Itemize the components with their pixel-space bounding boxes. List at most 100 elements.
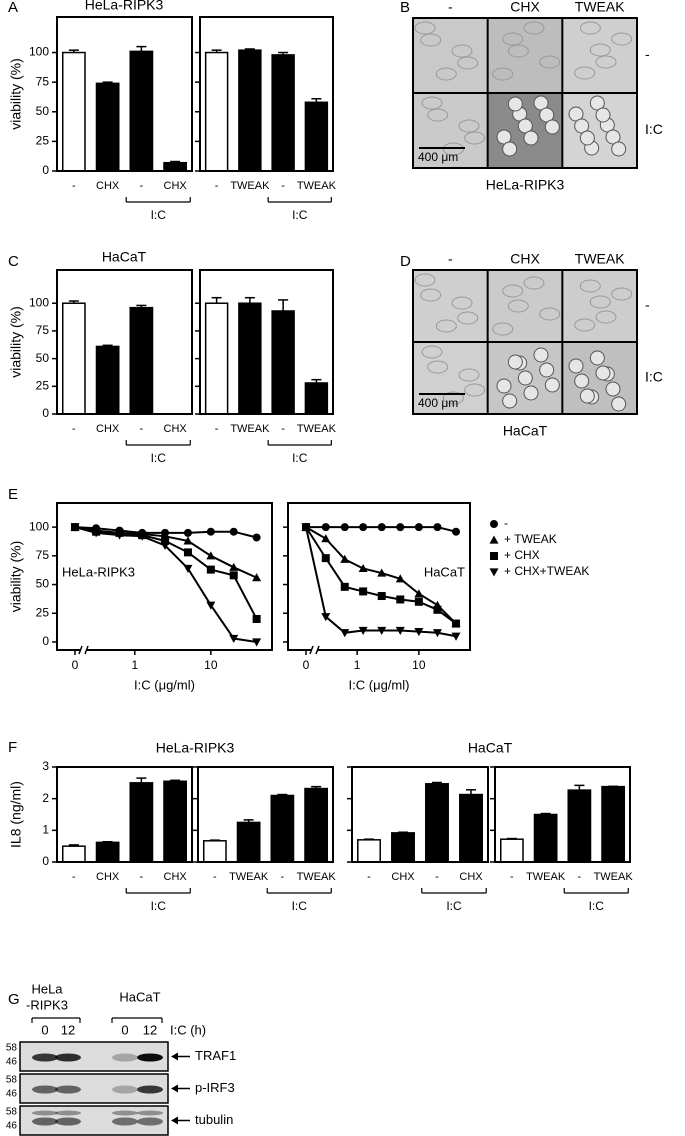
cell — [507, 96, 523, 112]
panel-letter: B — [400, 0, 410, 16]
plot-frame — [199, 269, 334, 415]
group-label: I:C — [151, 899, 167, 913]
scale-bar-label: 400 μm — [418, 150, 458, 164]
marker — [252, 533, 261, 542]
cell — [605, 381, 621, 397]
cell — [435, 319, 457, 333]
x-tick-label: - — [72, 423, 76, 435]
group-label: I:C — [589, 899, 605, 913]
cell — [492, 322, 514, 336]
marker — [358, 563, 368, 573]
panel-letter: D — [400, 253, 411, 270]
cell — [496, 129, 512, 145]
lane-label: 0 — [41, 1022, 48, 1037]
axis-break — [309, 645, 314, 655]
cell — [496, 378, 512, 394]
y-tick-label: 75 — [36, 548, 50, 562]
bar — [533, 813, 558, 863]
plot-frame — [56, 502, 273, 651]
cell — [464, 131, 486, 145]
blot-band — [32, 1053, 58, 1062]
legend-label: + CHX — [504, 548, 540, 562]
marker — [395, 626, 405, 635]
bar — [238, 302, 262, 415]
legend-label: - — [504, 516, 508, 530]
column-label: - — [448, 251, 453, 267]
y-tick-label: 75 — [36, 74, 50, 88]
x-tick-label: CHX — [459, 871, 483, 883]
cell — [507, 299, 529, 313]
bar — [304, 382, 329, 415]
legend-label: + TWEAK — [504, 532, 557, 546]
row-label: - — [645, 46, 650, 62]
cell — [492, 67, 514, 81]
marker — [432, 629, 442, 638]
bar — [129, 782, 154, 863]
x-tick-label: CHX — [96, 423, 120, 435]
x-tick-label: CHX — [164, 423, 188, 435]
plot-frame — [351, 766, 489, 863]
cell — [533, 347, 549, 363]
bar — [95, 841, 120, 863]
x-tick-label: 10 — [204, 658, 218, 672]
x-tick-label: - — [281, 423, 285, 435]
bar — [163, 780, 188, 863]
marker — [206, 527, 215, 536]
x-tick-label: - — [72, 180, 76, 192]
marker — [137, 532, 147, 541]
size-marker: 46 — [6, 1121, 18, 1132]
bar — [95, 82, 120, 172]
size-marker: 58 — [6, 1043, 18, 1054]
x-tick-label: 1 — [354, 658, 361, 672]
x-tick-label: CHX — [96, 871, 120, 883]
marker — [359, 587, 368, 596]
size-marker: 58 — [6, 1075, 18, 1086]
column-label: CHX — [510, 0, 540, 15]
cell — [517, 118, 533, 134]
bar — [129, 306, 154, 415]
bar — [567, 789, 592, 863]
plot-frame — [56, 16, 193, 172]
cell — [427, 108, 449, 122]
cell — [507, 44, 529, 58]
panel-letter: A — [8, 0, 18, 16]
lane-label: 0 — [121, 1022, 128, 1037]
cell — [420, 33, 442, 47]
x-tick-label: - — [281, 871, 285, 883]
blot-band — [55, 1085, 81, 1094]
chart-title: HeLa-RIPK3 — [156, 740, 235, 756]
plot-frame — [199, 16, 334, 172]
axis-break — [84, 645, 89, 655]
bar — [270, 794, 295, 863]
micrograph-field — [562, 270, 637, 342]
arrow-head — [171, 1116, 178, 1125]
blot-band — [137, 1085, 163, 1094]
micrograph-caption: HeLa-RIPK3 — [486, 177, 565, 193]
marker — [451, 632, 461, 641]
x-tick-label: 0 — [303, 658, 310, 672]
cell — [442, 391, 464, 405]
group-label: I:C — [292, 899, 308, 913]
cell — [568, 358, 584, 374]
bar — [459, 793, 483, 863]
row-label: I:C — [645, 369, 663, 385]
cell — [579, 388, 595, 404]
x-tick-label: TWEAK — [594, 871, 634, 883]
bar — [61, 845, 86, 863]
bar — [238, 49, 262, 172]
protein-label: p-IRF3 — [195, 1080, 235, 1095]
marker — [206, 551, 216, 560]
y-axis-label: viability (%) — [8, 541, 24, 613]
marker — [433, 523, 442, 532]
marker — [340, 582, 349, 591]
cell — [533, 95, 549, 111]
y-axis-label: viability (%) — [8, 306, 24, 378]
cell — [414, 21, 436, 35]
blot-band — [137, 1117, 163, 1126]
micrograph-field — [413, 342, 488, 414]
panel-letter: G — [8, 991, 20, 1008]
bar — [271, 310, 295, 415]
x-tick-label: TWEAK — [526, 871, 566, 883]
y-tick-label: 100 — [29, 45, 49, 59]
cell — [457, 311, 479, 325]
